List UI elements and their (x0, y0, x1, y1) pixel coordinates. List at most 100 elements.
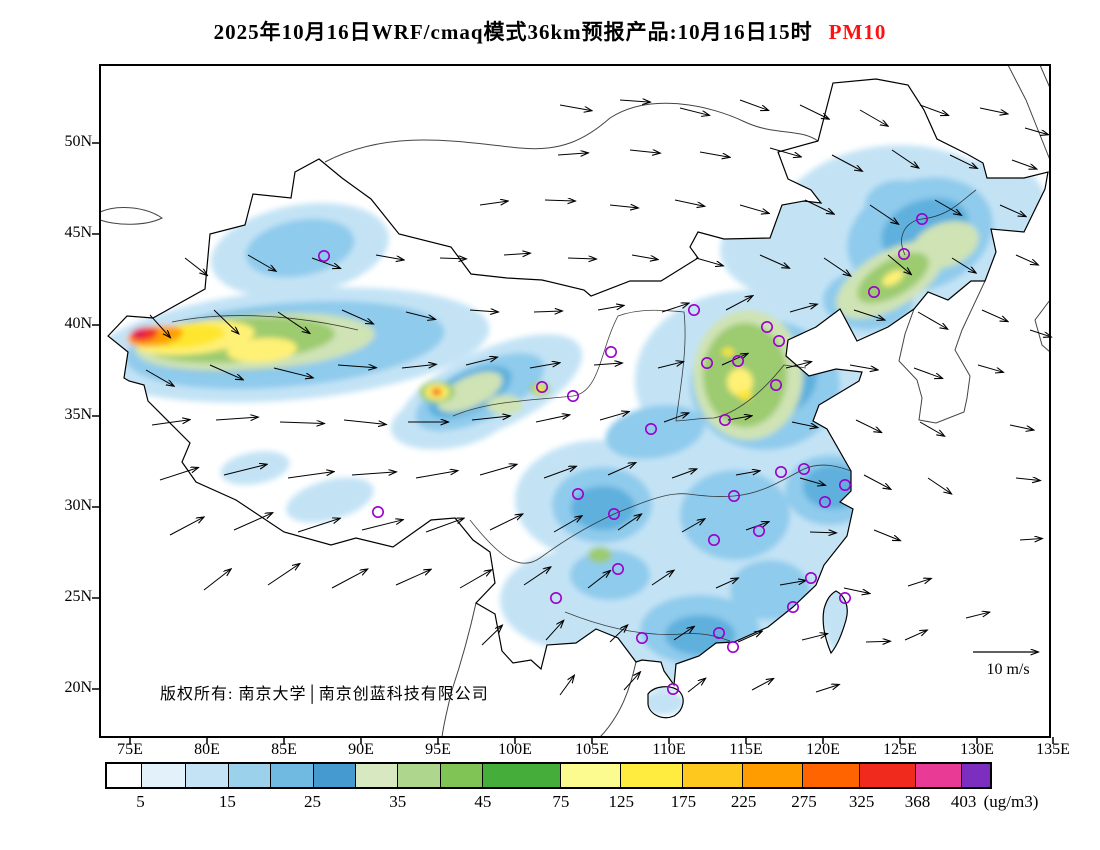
wind-vector (543, 466, 576, 479)
city-station-marker (752, 524, 765, 537)
wind-vector (853, 309, 884, 320)
sakhalin-coastline (1039, 64, 1051, 89)
wind-vector (287, 472, 334, 479)
colorbar-cell (742, 764, 803, 787)
wind-vector (535, 415, 569, 423)
city-station-marker (838, 591, 851, 604)
wind-vector (425, 518, 464, 533)
wind-vector (739, 99, 768, 110)
lon-label: 125E (883, 741, 917, 758)
wind-vector (415, 471, 457, 479)
pm10-fill-blob (730, 560, 810, 620)
wind-vector (779, 581, 806, 586)
wind-vector (695, 257, 723, 266)
city-station-marker (727, 489, 740, 502)
colorbar-tick-label: 25 (304, 792, 322, 811)
wind-scale-label: 10 m/s (986, 661, 1030, 678)
wind-vector (395, 570, 431, 586)
wind-vector (619, 100, 650, 102)
lon-label: 85E (271, 741, 297, 758)
wind-vector (465, 357, 497, 366)
wind-vector (145, 369, 174, 386)
wind-vector (233, 513, 272, 531)
pm10-fill-blob (803, 465, 863, 509)
wind-vector (593, 363, 622, 365)
wind-vector (149, 314, 170, 337)
wind-vector (351, 472, 396, 475)
wind-vector (311, 257, 340, 268)
lon-label: 115E (729, 741, 763, 758)
wind-vector (597, 306, 624, 311)
pm10-fill-blob (487, 395, 523, 415)
wind-vector (375, 254, 404, 260)
wind-vector (459, 570, 491, 589)
wind-vector (999, 204, 1026, 216)
lon-label: 110E (652, 741, 686, 758)
colorbar-cell (398, 764, 441, 787)
city-station-marker (607, 507, 620, 520)
city-station-marker (769, 378, 782, 391)
station-marker-layer (317, 213, 928, 695)
wind-vector (769, 147, 801, 157)
colorbar-cell (915, 764, 962, 787)
lon-label: 95E (425, 741, 451, 758)
city-station-marker (726, 640, 739, 653)
wind-vector (331, 569, 367, 589)
colorbar-cell (620, 764, 683, 787)
wind-vector (279, 422, 324, 424)
pm10-fill-blob (680, 470, 790, 560)
wind-vector (533, 311, 562, 312)
colorbar-cell (802, 764, 861, 787)
wind-vector (341, 309, 373, 324)
wind-vector (609, 625, 627, 643)
wind-vector (617, 514, 641, 531)
pm10-fill-blob (722, 348, 734, 356)
lon-label: 120E (806, 741, 840, 758)
pm10-fill-blob (727, 368, 753, 396)
wind-vector (631, 254, 658, 260)
colorbar-tick-label: 325 (848, 792, 875, 811)
colorbar-cell (313, 764, 356, 787)
wind-vector (949, 154, 977, 168)
city-station-marker (317, 250, 330, 263)
wind-vector (843, 587, 869, 593)
wind-vector (751, 679, 773, 691)
city-station-marker (915, 213, 928, 226)
wind-vector (405, 311, 435, 319)
wind-vector (1015, 478, 1040, 481)
wind-vector (151, 420, 190, 426)
hainan-outline (647, 686, 684, 719)
wind-vector (587, 571, 610, 589)
lat-label: 30N (64, 497, 92, 514)
wind-vector (737, 631, 762, 643)
wind-vector (203, 569, 231, 591)
wind-vector (343, 419, 386, 424)
lat-label: 25N (64, 588, 92, 605)
wind-vector (553, 516, 582, 533)
wind-vector (863, 474, 891, 489)
colorbar-cell (682, 764, 743, 787)
colorbar-tick-label: 75 (552, 792, 570, 811)
wind-vector (213, 309, 239, 334)
wind-vector (607, 463, 635, 476)
title-text: 2025年10月16日WRF/cmaq模式36km预报产品:10月16日15时 (213, 20, 813, 44)
wind-vector (297, 518, 340, 533)
city-station-marker (611, 562, 624, 575)
wind-vector (759, 254, 789, 268)
city-station-marker (867, 285, 880, 298)
wind-vector (215, 417, 258, 420)
city-station-marker (804, 571, 817, 584)
city-station-marker (897, 248, 910, 261)
pm10-fill-blob (437, 371, 503, 413)
wind-vector (681, 519, 705, 533)
wind-vector (671, 469, 696, 479)
wind-vector (735, 471, 760, 475)
wind-vector (223, 464, 267, 476)
wind-vector (679, 107, 709, 115)
city-station-marker (666, 682, 679, 695)
lat-label: 40N (64, 315, 92, 332)
wind-vector (785, 362, 811, 369)
pm10-fill-blob (220, 451, 290, 485)
wind-vector (557, 153, 588, 155)
axis-ticks (92, 142, 1054, 744)
